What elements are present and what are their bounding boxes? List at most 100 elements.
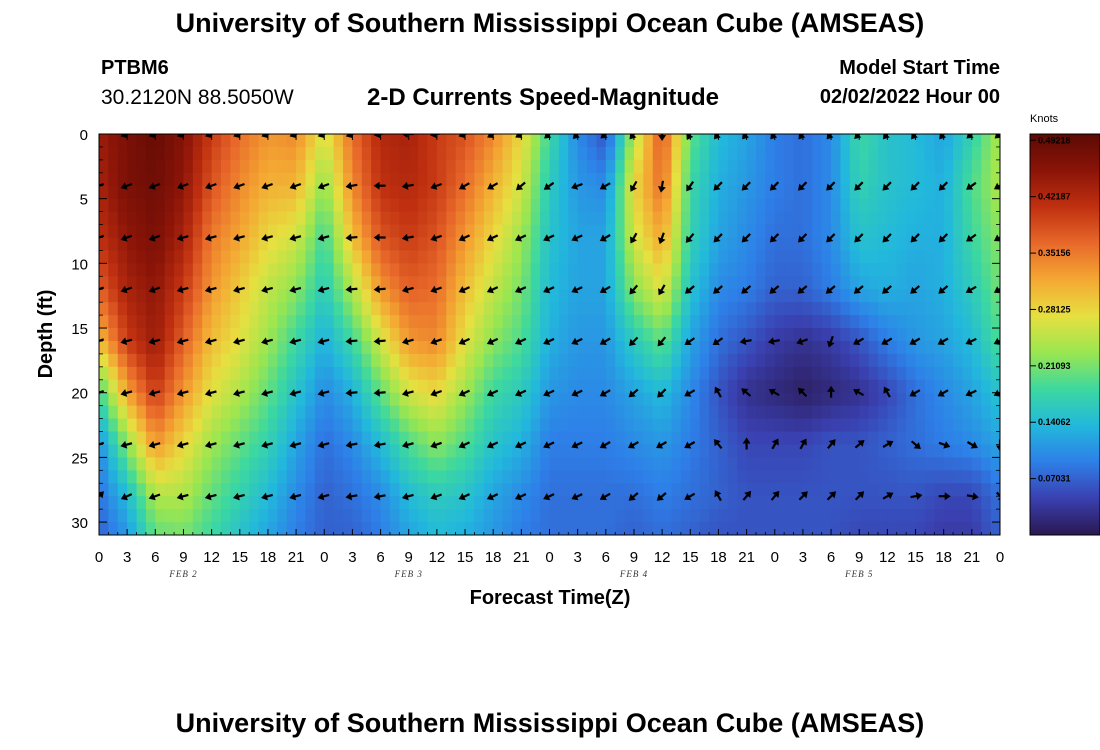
heatmap-cell [840, 146, 851, 161]
heatmap-cell [877, 328, 888, 342]
heatmap-cell [117, 340, 128, 355]
heatmap-cell [540, 185, 551, 200]
heatmap-cell [286, 172, 297, 187]
heatmap-cell [408, 289, 419, 303]
heatmap-cell [99, 379, 109, 394]
heatmap-cell [202, 496, 213, 510]
colorbar-tick-label: 0.21093 [1038, 361, 1071, 371]
heatmap-cell [277, 483, 288, 497]
heatmap-cell [605, 250, 616, 264]
heatmap-cell [211, 509, 222, 523]
heatmap-cell [605, 224, 616, 239]
heatmap-cell [127, 146, 138, 161]
heatmap-cell [831, 496, 842, 510]
heatmap-cell [155, 134, 166, 148]
heatmap-cell [399, 185, 410, 200]
heatmap-cell [511, 444, 522, 458]
heatmap-cell [568, 198, 579, 213]
current-arrow [854, 440, 865, 449]
heatmap-cell [868, 509, 879, 523]
heatmap-cell [558, 237, 569, 252]
heatmap-cell [662, 522, 673, 535]
heatmap-cell [183, 198, 194, 213]
heatmap-cell [831, 302, 842, 316]
heatmap-cell [821, 263, 832, 277]
heatmap-cell [718, 146, 729, 161]
heatmap-cell [389, 263, 400, 277]
heatmap-cell [934, 509, 945, 523]
heatmap-cell [737, 172, 748, 187]
heatmap-cell [511, 289, 522, 303]
heatmap-cell [399, 444, 410, 458]
heatmap-cell [183, 457, 194, 471]
heatmap-cell [981, 185, 992, 200]
heatmap-cell [981, 353, 992, 368]
heatmap-cell [727, 250, 738, 264]
heatmap-cell [896, 146, 907, 161]
heatmap-cell [418, 353, 429, 368]
heatmap-cell [296, 159, 307, 174]
heatmap-cell [230, 379, 241, 394]
heatmap-cell [831, 340, 842, 355]
heatmap-cell [502, 353, 513, 368]
heatmap-cell [727, 224, 738, 239]
heatmap-cell [624, 328, 635, 342]
heatmap-cell [267, 289, 278, 303]
heatmap-cell [511, 198, 522, 213]
current-arrow [938, 441, 951, 449]
heatmap-cell [737, 392, 748, 407]
current-arrow [911, 134, 920, 140]
heatmap-cell [671, 198, 682, 213]
heatmap-cell [352, 302, 363, 316]
heatmap-cell [221, 392, 231, 407]
heatmap-cell [371, 483, 382, 497]
current-arrow [965, 337, 977, 346]
heatmap-cell [277, 146, 288, 161]
heatmap-cell [99, 276, 109, 290]
heatmap-cell [840, 509, 851, 523]
heatmap-cell [277, 198, 288, 213]
heatmap-cell [943, 172, 954, 187]
heatmap-cell [812, 263, 823, 277]
heatmap-cell [624, 224, 635, 239]
heatmap-cell [877, 250, 888, 264]
heatmap-cell [117, 159, 128, 174]
heatmap-cell [558, 418, 569, 433]
heatmap-cell [286, 340, 297, 355]
heatmap-cell [652, 289, 663, 303]
heatmap-cell [868, 405, 879, 420]
heatmap-cell [408, 470, 419, 484]
heatmap-cell [558, 146, 569, 161]
heatmap-cell [643, 483, 654, 497]
heatmap-cell [314, 185, 325, 200]
heatmap-cell [192, 276, 203, 290]
heatmap-cell [352, 134, 363, 148]
heatmap-cell [408, 198, 419, 213]
heatmap-cell [221, 211, 231, 226]
heatmap-cell [671, 237, 682, 252]
heatmap-cell [906, 250, 917, 264]
heatmap-cell [643, 198, 654, 213]
heatmap-cell [221, 198, 231, 213]
heatmap-cell [399, 509, 410, 523]
heatmap-cell [906, 392, 917, 407]
heatmap-cell [962, 483, 973, 497]
heatmap-cell [821, 328, 832, 342]
heatmap-cell [530, 276, 541, 290]
heatmap-cell [652, 353, 663, 368]
heatmap-cell [699, 405, 710, 420]
heatmap-cell [521, 315, 532, 329]
heatmap-cell [755, 431, 766, 446]
heatmap-cell [868, 392, 879, 407]
heatmap-cell [352, 431, 363, 446]
heatmap-cell [446, 483, 457, 497]
heatmap-cell [530, 250, 541, 264]
current-arrow [939, 134, 948, 140]
heatmap-cell [887, 211, 898, 226]
heatmap-cell [192, 172, 203, 187]
heatmap-cell [887, 509, 898, 523]
heatmap-cell [258, 315, 269, 329]
heatmap-cell [953, 444, 964, 458]
current-arrow [317, 233, 330, 242]
heatmap-cell [305, 263, 316, 277]
